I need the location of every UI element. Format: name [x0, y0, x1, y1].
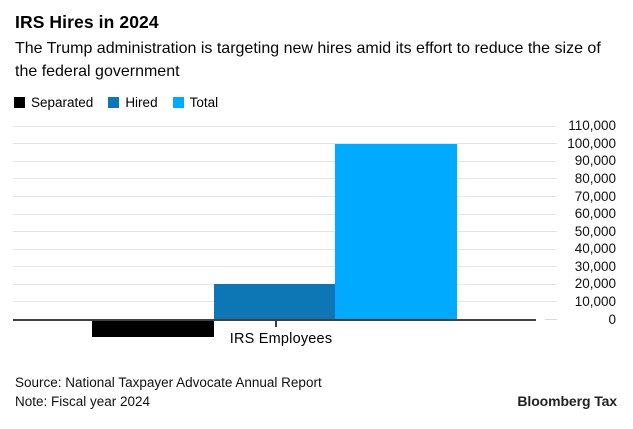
y-axis-tick-label: 50,000	[574, 223, 616, 239]
bar-total	[335, 143, 457, 320]
note-line: Note: Fiscal year 2024	[15, 394, 151, 409]
x-axis-line	[13, 318, 536, 321]
legend-label: Total	[189, 95, 219, 110]
x-axis-tick	[275, 320, 277, 327]
gridline	[13, 196, 557, 197]
y-axis-tick-label: 70,000	[574, 188, 616, 204]
gridline	[13, 248, 557, 250]
y-axis-tick-label: 80,000	[574, 170, 616, 186]
gridline	[13, 178, 557, 180]
source-line: Source: National Taxpayer Advocate Annua…	[15, 375, 322, 390]
gridline	[13, 266, 557, 268]
y-axis-tick-label: 60,000	[574, 206, 616, 222]
gridline	[13, 143, 557, 145]
legend-item-total: Total	[172, 95, 219, 110]
gridline	[13, 231, 557, 233]
bar-hired	[213, 284, 335, 320]
y-axis-tick-label: 90,000	[574, 153, 616, 169]
gridline	[13, 160, 557, 162]
y-axis-tick-label: 100,000	[567, 135, 616, 151]
y-axis-tick-label: 10,000	[574, 293, 616, 309]
legend-swatch-total	[172, 97, 184, 108]
bloomberg-tax-logo: Bloomberg Tax	[517, 393, 617, 409]
legend-swatch-hired	[108, 97, 120, 108]
source-note-block: Source: National Taxpayer Advocate Annua…	[15, 373, 322, 411]
chart-subtitle: The Trump administration is targeting ne…	[15, 40, 601, 80]
legend-label: Separated	[31, 95, 94, 110]
legend-item-separated: Separated	[14, 95, 93, 110]
x-axis-category-label: IRS Employees	[229, 331, 333, 347]
legend-label: Hired	[125, 95, 158, 110]
chart-title: IRS Hires in 2024	[15, 12, 159, 32]
legend-item-hired: Hired	[108, 95, 158, 110]
gridline	[13, 213, 557, 215]
gridline	[13, 125, 557, 127]
bar-separated	[92, 319, 214, 338]
y-axis-tick-label: 20,000	[574, 276, 616, 292]
y-axis-tick-label: 40,000	[574, 241, 616, 257]
y-axis-zero-tick	[545, 319, 557, 320]
legend-swatch-separated	[14, 97, 25, 108]
chart-legend: Separated Hired Total	[14, 95, 218, 110]
y-axis-tick-label: 110,000	[568, 118, 616, 134]
y-axis-tick-label: 30,000	[574, 258, 616, 274]
y-axis-tick-label: 0	[608, 311, 616, 327]
